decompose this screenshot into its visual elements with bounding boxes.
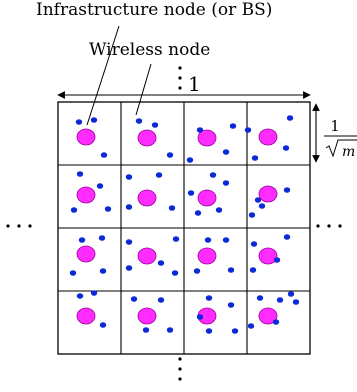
wireless-node: [248, 212, 256, 218]
fraction-numerator: 1: [330, 117, 340, 135]
infrastructure-node: [258, 247, 278, 265]
wireless-node: [157, 297, 165, 303]
wireless-node: [276, 297, 284, 303]
wireless-node: [250, 241, 258, 247]
wireless-node: [196, 127, 204, 133]
wireless-node: [272, 319, 280, 325]
wireless-node: [205, 295, 213, 301]
sqrt-sign: [325, 139, 357, 158]
vertical-dots-top: [178, 66, 182, 90]
wireless-node: [258, 203, 266, 209]
wireless-node: [229, 123, 237, 129]
wireless-node: [194, 210, 202, 216]
wireless-node: [78, 237, 86, 243]
wireless-node: [227, 267, 235, 273]
vertical-dots-bottom: [178, 357, 182, 381]
wireless-node: [166, 152, 174, 158]
wireless-node: [196, 314, 204, 320]
wireless-node: [135, 118, 143, 124]
wireless-node: [125, 204, 133, 210]
wireless-node: [205, 328, 213, 334]
wireless-node: [75, 119, 83, 125]
wireless-node: [227, 302, 235, 308]
wireless-node: [70, 207, 78, 213]
wireless-node: [155, 172, 163, 178]
wireless-node: [249, 267, 257, 273]
wireless-node: [99, 322, 107, 328]
wireless-node: [204, 237, 212, 243]
wireless-node: [222, 180, 230, 186]
wireless-node: [69, 270, 77, 276]
wireless-node: [186, 157, 194, 163]
grid: [57, 101, 311, 355]
wireless-node: [256, 295, 264, 301]
wireless-node: [283, 234, 291, 240]
infrastructure-node: [137, 247, 157, 265]
horizontal-dots-right: [316, 224, 342, 228]
wireless-node: [231, 328, 239, 334]
wireless-node: [168, 205, 176, 211]
wireless-node: [151, 122, 159, 128]
infrastructure-node: [258, 185, 278, 203]
infrastructure-node: [137, 129, 157, 147]
wireless-node: [222, 237, 230, 243]
wireless-node: [90, 290, 98, 296]
wireless-node: [215, 207, 223, 213]
wireless-node: [76, 293, 84, 299]
wireless-node: [247, 323, 255, 329]
wireless-node: [166, 327, 174, 333]
infrastructure-node: [258, 307, 278, 325]
wireless-node: [187, 190, 195, 196]
wireless-node: [130, 296, 138, 302]
infrastructure-pointer: [86, 25, 120, 126]
wireless-node: [222, 149, 230, 155]
wireless-node: [142, 327, 150, 333]
infrastructure-node: [197, 247, 217, 265]
wireless-node: [171, 270, 179, 276]
wireless-node: [90, 117, 98, 123]
wireless-node: [282, 145, 290, 151]
infrastructure-node: [258, 128, 278, 146]
infrastructure-label: Infrastructure node (or BS): [36, 0, 272, 20]
side-length-label: 1: [188, 72, 201, 96]
wireless-node: [254, 197, 262, 203]
wireless-label: Wireless node: [89, 40, 210, 60]
wireless-node: [96, 183, 104, 189]
wireless-node: [172, 236, 180, 242]
wireless-node: [287, 291, 295, 297]
infrastructure-node: [197, 189, 217, 207]
wireless-node: [157, 260, 165, 266]
wireless-node: [273, 257, 281, 263]
wireless-nodes: [69, 115, 300, 334]
infrastructure-node: [76, 186, 96, 204]
infrastructure-node: [137, 189, 157, 207]
wireless-node: [100, 152, 108, 158]
fraction-denominator: m: [342, 144, 355, 160]
wireless-node: [193, 268, 201, 274]
infrastructure-node: [76, 307, 96, 325]
infrastructure-node: [197, 129, 217, 147]
wireless-pointer: [135, 63, 152, 116]
infrastructure-node: [76, 128, 96, 146]
wireless-node: [76, 171, 84, 177]
wireless-node: [104, 206, 112, 212]
wireless-node: [125, 174, 133, 180]
wireless-node: [98, 235, 106, 241]
wireless-node: [209, 172, 217, 178]
wireless-node: [286, 115, 294, 121]
infrastructure-node: [76, 245, 96, 263]
wireless-node: [125, 239, 133, 245]
infrastructure-node: [137, 307, 157, 325]
horizontal-dots-left: [6, 224, 32, 228]
wireless-node: [251, 155, 259, 161]
wireless-node: [99, 268, 107, 274]
wireless-node: [292, 299, 300, 305]
wireless-node: [244, 127, 252, 133]
wireless-node: [283, 187, 291, 193]
infrastructure-nodes: [76, 128, 278, 325]
wireless-node: [125, 265, 133, 271]
cell-size-fraction: 1 m: [324, 117, 357, 160]
